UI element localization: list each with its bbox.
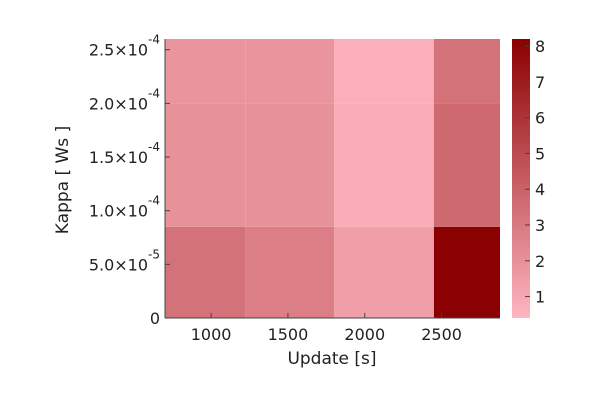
y-tick-label: 1.5×10-4 — [89, 140, 160, 167]
y-tick-label: 1.0×10-4 — [89, 194, 160, 221]
y-axis-ticks: 0 5.0×10-5 1.0×10-4 1.5×10-4 2.0×10-4 2.5×10-… — [89, 33, 170, 328]
heatmap-cell — [245, 103, 335, 227]
colorbar-tick-label: 2 — [535, 252, 545, 271]
heatmap-cell — [165, 226, 246, 318]
heatmap-cell — [165, 39, 246, 104]
y-axis-label: Kappa [ Ws ] — [53, 126, 73, 234]
heatmap-cells — [165, 39, 500, 318]
colorbar-gradient — [512, 39, 530, 318]
heatmap-cell — [334, 226, 434, 318]
heatmap-cell — [245, 226, 335, 318]
y-tick-label: 2.5×10-4 — [89, 33, 160, 60]
x-axis-ticks: 1000 1500 2000 2500 — [191, 313, 462, 344]
colorbar-tick-label: 4 — [535, 180, 545, 199]
colorbar-tick-label: 7 — [535, 73, 545, 92]
heatmap-cell — [433, 226, 500, 318]
y-tick-label: 2.0×10-4 — [89, 86, 160, 113]
heatmap-cell — [334, 39, 434, 104]
x-tick-label: 2500 — [421, 325, 462, 344]
colorbar: 1 2 3 4 5 6 7 8 — [512, 37, 545, 318]
x-tick-label: 1500 — [268, 325, 309, 344]
y-tick-label: 0 — [150, 309, 160, 328]
heatmap-cell — [165, 103, 246, 227]
y-tick-label: 5.0×10-5 — [89, 247, 160, 274]
x-axis-label: Update [s] — [287, 349, 376, 369]
heatmap-cell — [334, 103, 434, 227]
heatmap-cell — [245, 39, 335, 104]
heatmap-cell — [433, 39, 500, 104]
heatmap-cell — [433, 103, 500, 227]
x-tick-label: 1000 — [191, 325, 232, 344]
colorbar-tick-label: 3 — [535, 216, 545, 235]
colorbar-tick-label: 6 — [535, 109, 545, 128]
colorbar-tick-label: 8 — [535, 37, 545, 56]
colorbar-tick-label: 5 — [535, 144, 545, 163]
colorbar-tick-label: 1 — [535, 288, 545, 307]
x-tick-label: 2000 — [344, 325, 385, 344]
axes — [164, 39, 500, 319]
